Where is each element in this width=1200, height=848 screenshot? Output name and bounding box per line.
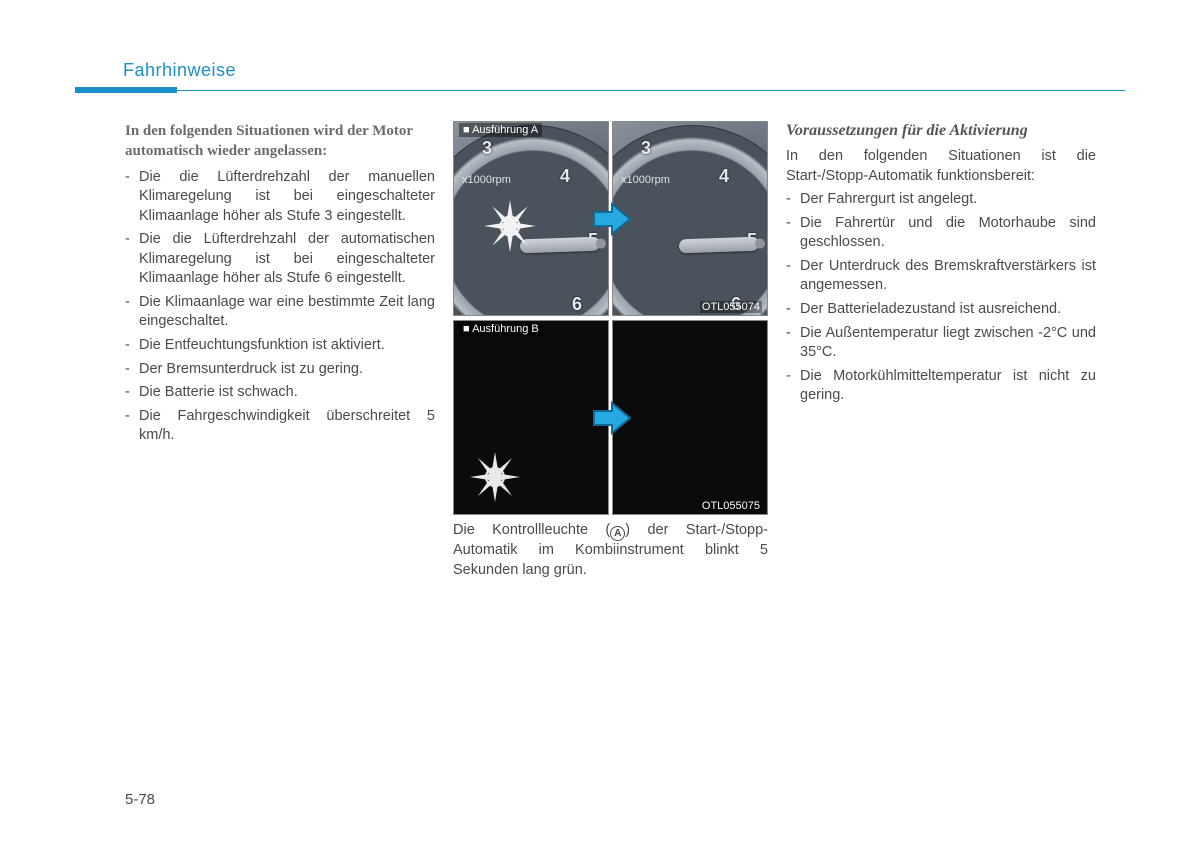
svg-text:A: A — [506, 221, 514, 233]
figure-caption: Die Kontrollleuchte (A) der Start-/Stopp… — [453, 521, 768, 580]
list-item: Der Fahrergurt ist angelegt. — [786, 190, 1096, 210]
list-item: Die die Lüfterdrehzahl der auto­matische… — [125, 230, 435, 289]
header-rule — [75, 87, 1125, 93]
tach-dial — [612, 125, 768, 316]
content-columns: In den folgenden Situationen wird der Mo… — [75, 121, 1125, 580]
figure-b: ■ Ausführung B OTL055075 A — [453, 320, 768, 515]
gauge-right: 3 4 5 6 x1000rpm — [612, 121, 768, 316]
autostop-burst-icon: A — [484, 200, 536, 252]
caption-pre: Die Kontrollleuchte ( — [453, 522, 610, 538]
list-item: Die Außentemperatur liegt zwi­schen -2°C… — [786, 324, 1096, 363]
list-item: Die Motorkühlmitteltemperatur ist nicht … — [786, 367, 1096, 406]
list-item: Der Unterdruck des Bremskraft­verstärker… — [786, 257, 1096, 296]
figure-a-pair: 3 4 5 6 x1000rpm A — [453, 121, 768, 316]
dial-num: 3 — [482, 138, 492, 159]
page-title: Fahrhinweise — [123, 60, 1125, 81]
arrow-right-icon — [590, 397, 632, 439]
dial-num: 4 — [560, 166, 570, 187]
svg-text:A: A — [491, 472, 499, 484]
left-intro: In den folgenden Situationen wird der Mo… — [125, 121, 435, 162]
list-item: Der Bremsunterdruck ist zu gering. — [125, 360, 435, 380]
gauge-pointer — [679, 237, 759, 254]
rpm-label: x1000rpm — [621, 174, 670, 186]
lcd-left: A — [453, 320, 609, 515]
rpm-label: x1000rpm — [462, 174, 511, 186]
page-number: 5-78 — [125, 791, 155, 808]
dial-num: 4 — [719, 166, 729, 187]
rule-line — [177, 90, 1125, 91]
rule-accent — [75, 87, 177, 93]
left-list: Die die Lüfterdrehzahl der manuellen Kli… — [125, 168, 435, 446]
list-item: Der Batterieladezustand ist aus­reichend… — [786, 300, 1096, 320]
right-intro: In den folgenden Situationen ist die Sta… — [786, 147, 1096, 186]
column-right: Voraussetzungen für die Aktivierung In d… — [786, 121, 1096, 580]
list-item: Die Batterie ist schwach. — [125, 383, 435, 403]
page-header: Fahrhinweise — [75, 60, 1125, 93]
figure-a-code: OTL055074 — [700, 301, 762, 313]
list-item: Die Klimaanlage war eine bestimmte Zeit … — [125, 293, 435, 332]
column-middle: ■ Ausführung A OTL055074 3 4 5 6 x1000rp… — [453, 121, 768, 580]
lcd-right — [612, 320, 768, 515]
figure-a-label: ■ Ausführung A — [459, 123, 542, 137]
list-item: Die Fahrertür und die Motorhaube sind ge… — [786, 214, 1096, 253]
autostop-symbol-icon: A — [610, 526, 625, 541]
column-left: In den folgenden Situationen wird der Mo… — [125, 121, 435, 580]
figure-a: ■ Ausführung A OTL055074 3 4 5 6 x1000rp… — [453, 121, 768, 316]
figure-b-label: ■ Ausführung B — [459, 322, 543, 336]
list-item: Die Entfeuchtungsfunktion ist aktiviert. — [125, 336, 435, 356]
arrow-right-icon — [590, 198, 632, 240]
right-list: Der Fahrergurt ist angelegt. Die Fahrert… — [786, 190, 1096, 406]
gauge-left: 3 4 5 6 x1000rpm A — [453, 121, 609, 316]
dial-num: 6 — [572, 294, 582, 315]
figure-b-pair: A — [453, 320, 768, 515]
figure-b-code: OTL055075 — [700, 500, 762, 512]
list-item: Die die Lüfterdrehzahl der manuellen Kli… — [125, 168, 435, 227]
autostop-burst-icon: A — [470, 452, 520, 502]
list-item: Die Fahrgeschwindigkeit über­schreitet 5… — [125, 407, 435, 446]
dial-num: 3 — [641, 138, 651, 159]
right-heading: Voraussetzungen für die Aktivierung — [786, 121, 1096, 141]
